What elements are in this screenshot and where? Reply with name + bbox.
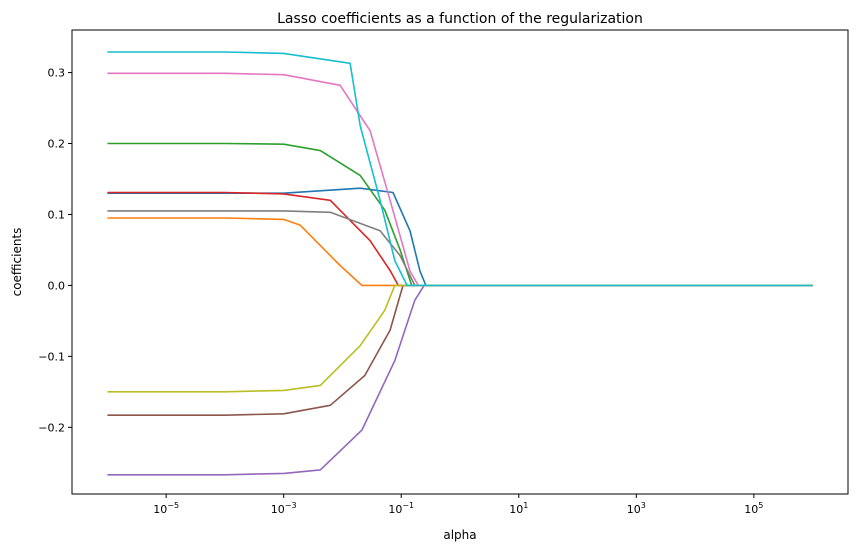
x-axis-label: alpha — [443, 528, 476, 542]
y-ticks: −0.2 −0.1 0.0 0.1 0.2 0.3 — [38, 67, 72, 434]
axes-frame — [71, 29, 849, 495]
x-tick-label: 10−3 — [271, 501, 297, 516]
series-line-2 — [107, 142, 813, 287]
series-line-8 — [107, 284, 813, 393]
x-tick-label: 10−5 — [153, 501, 179, 516]
y-tick-label: −0.2 — [38, 421, 65, 434]
y-tick-label: −0.1 — [38, 350, 65, 363]
series-line-3 — [107, 191, 813, 287]
series-line-7 — [107, 210, 813, 287]
y-tick-label: 0.3 — [48, 67, 66, 80]
x-ticks: 10−5 10−3 10−1 101 103 105 — [153, 494, 763, 516]
x-tick-label: 101 — [509, 501, 528, 516]
chart-title: Lasso coefficients as a function of the … — [277, 11, 643, 27]
y-axis-label: coefficients — [10, 228, 24, 297]
x-tick-label: 10−1 — [388, 501, 414, 516]
series-line-6 — [107, 72, 813, 287]
series-line-9 — [107, 51, 813, 287]
x-tick-label: 105 — [744, 501, 763, 516]
series-lines — [107, 51, 813, 476]
series-line-5 — [107, 284, 813, 416]
y-tick-label: 0.2 — [48, 138, 66, 151]
series-line-4 — [107, 284, 813, 476]
y-tick-label: 0.0 — [48, 279, 66, 292]
series-line-0 — [107, 187, 813, 287]
y-tick-label: 0.1 — [48, 208, 66, 221]
x-tick-label: 103 — [627, 501, 646, 516]
series-line-1 — [107, 217, 813, 287]
